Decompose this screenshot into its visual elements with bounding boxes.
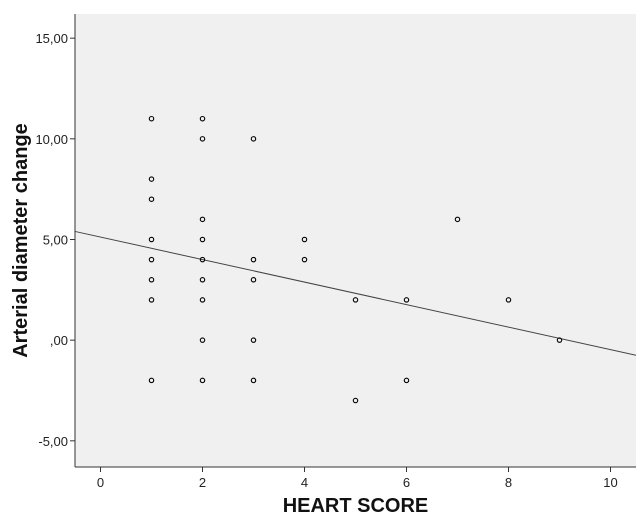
fit-line xyxy=(74,230,636,356)
y-axis-ticks: -5,00 ,00 5,00 10,00 15,00 xyxy=(35,31,75,449)
data-point xyxy=(199,256,206,263)
y-tick-label: ,00 xyxy=(50,333,68,348)
x-tick-label: 6 xyxy=(403,475,410,490)
data-point xyxy=(250,377,257,384)
data-point xyxy=(352,397,359,404)
data-point xyxy=(250,256,257,263)
data-point xyxy=(199,216,206,223)
data-point xyxy=(199,115,206,122)
data-point xyxy=(556,337,563,343)
data-point xyxy=(199,236,206,243)
data-point xyxy=(199,297,206,303)
x-axis-ticks: 0 2 4 6 8 10 xyxy=(97,467,618,490)
data-point xyxy=(148,236,155,243)
data-point xyxy=(505,297,512,303)
data-point xyxy=(403,297,410,303)
data-point xyxy=(148,256,155,263)
data-point xyxy=(199,277,206,283)
data-point xyxy=(199,136,206,142)
data-point xyxy=(199,377,206,384)
y-tick-label: 5,00 xyxy=(43,232,68,247)
x-tick-label: 2 xyxy=(199,475,206,490)
data-point xyxy=(148,115,155,122)
x-tick-label: 4 xyxy=(301,475,308,490)
data-point xyxy=(199,337,206,343)
data-point xyxy=(148,176,155,182)
data-point xyxy=(148,277,155,283)
y-tick-label: -5,00 xyxy=(38,434,68,449)
data-point xyxy=(250,277,257,283)
data-point xyxy=(301,256,308,263)
data-point xyxy=(403,377,410,384)
data-point xyxy=(301,236,308,243)
plot-area xyxy=(75,14,636,467)
fit-line-group xyxy=(74,230,636,356)
data-point xyxy=(454,216,461,223)
data-point xyxy=(148,377,155,384)
x-tick-label: 8 xyxy=(505,475,512,490)
data-point xyxy=(148,196,155,202)
data-point xyxy=(250,136,257,142)
data-points xyxy=(148,115,563,404)
x-axis-title: HEART SCORE xyxy=(283,495,429,516)
x-tick-label: 0 xyxy=(97,475,104,490)
x-tick-label: 10 xyxy=(603,475,617,490)
y-tick-label: 15,00 xyxy=(35,31,68,46)
data-point xyxy=(352,297,359,303)
data-point xyxy=(250,337,257,343)
y-axis-title: Arterial diameter change xyxy=(10,123,32,358)
data-point xyxy=(148,297,155,303)
y-tick-label: 10,00 xyxy=(35,132,68,147)
